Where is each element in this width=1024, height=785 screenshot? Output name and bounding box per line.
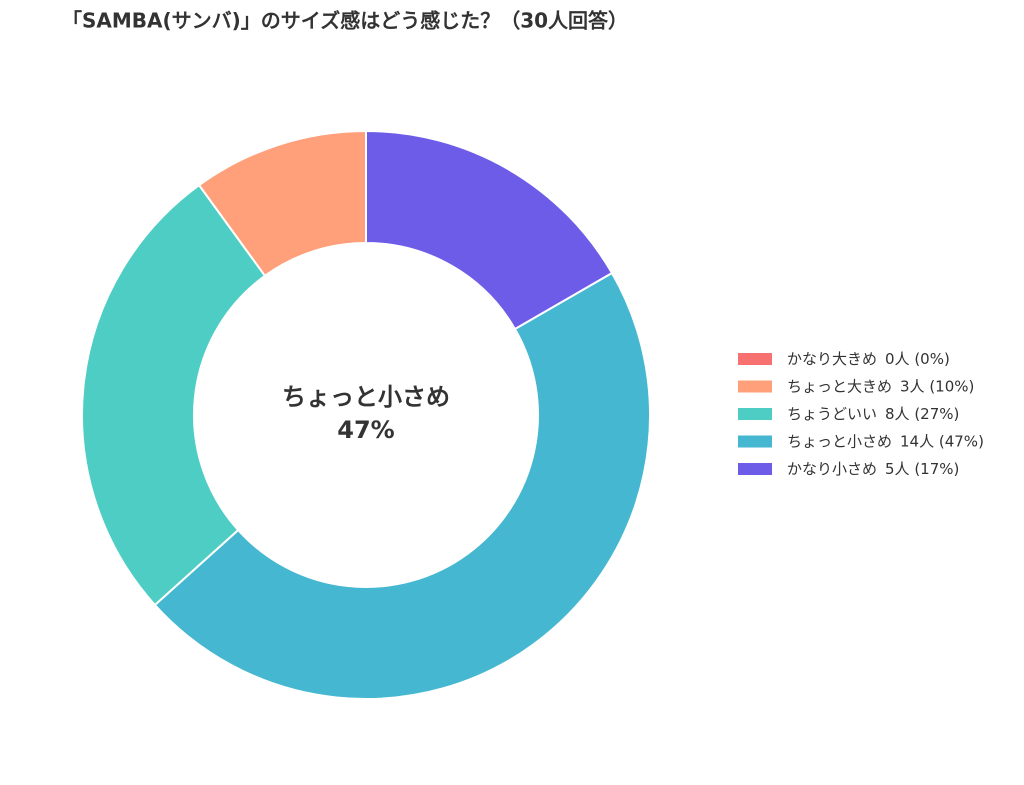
legend-category: ちょうどいい bbox=[787, 405, 877, 423]
legend-swatch bbox=[738, 435, 772, 448]
legend-value: 3人 (10%) bbox=[900, 377, 974, 395]
legend-category: かなり大きめ bbox=[787, 350, 877, 368]
donut-slice bbox=[365, 129, 614, 331]
donut-slice bbox=[81, 183, 267, 607]
legend-value: 14人 (47%) bbox=[900, 432, 984, 450]
legend-label: かなり小さめ 5人 (17%) bbox=[787, 460, 959, 478]
center-value: 47% bbox=[337, 416, 394, 444]
chart-title: 「SAMBA(サンバ)」のサイズ感はどう感じた？（30人回答） bbox=[62, 9, 628, 33]
donut bbox=[81, 129, 651, 700]
legend-label: ちょっと小さめ 14人 (47%) bbox=[787, 432, 984, 450]
legend-swatch bbox=[738, 463, 772, 475]
donut-slice bbox=[153, 271, 651, 700]
legend-value: 0人 (0%) bbox=[885, 350, 950, 368]
legend: かなり大きめ 0人 (0%) ちょっと大きめ 3人 (10%) ちょうどいい 8人 (27… bbox=[738, 350, 984, 478]
legend-value: 5人 (17%) bbox=[885, 460, 959, 478]
legend-label: ちょうどいい 8人 (27%) bbox=[787, 405, 959, 423]
legend-category: ちょっと大きめ bbox=[787, 377, 892, 395]
center-label: ちょっと小さめ bbox=[282, 383, 450, 411]
legend-swatch bbox=[738, 380, 772, 393]
legend-category: ちょっと小さめ bbox=[787, 432, 892, 450]
legend-swatch bbox=[738, 408, 772, 420]
legend-category: かなり小さめ bbox=[787, 460, 877, 478]
legend-label: ちょっと大きめ 3人 (10%) bbox=[787, 377, 974, 395]
legend-swatch bbox=[738, 353, 772, 365]
legend-label: かなり大きめ 0人 (0%) bbox=[787, 350, 950, 368]
legend-value: 8人 (27%) bbox=[885, 405, 959, 423]
